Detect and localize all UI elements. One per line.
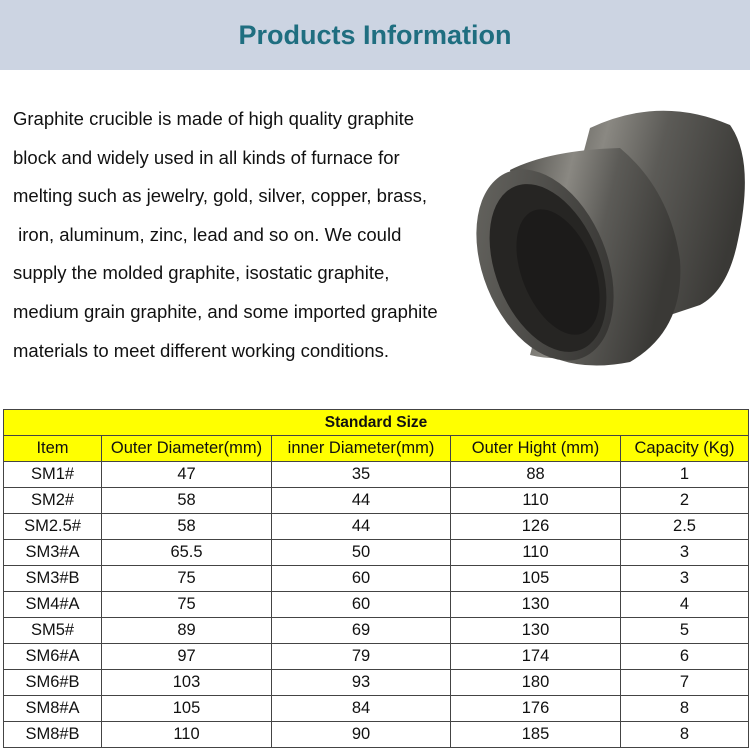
description-line: block and widely used in all kinds of fu… — [13, 146, 400, 168]
table-cell: 2 — [620, 487, 749, 514]
table-cell: 84 — [271, 695, 451, 722]
description-line: Graphite crucible is made of high qualit… — [13, 108, 415, 129]
table-cell: 103 — [101, 669, 272, 696]
description-line: materials to meet different working cond… — [13, 339, 390, 361]
description-line: melting such as jewelry, gold, silver, c… — [13, 185, 428, 207]
table-cell: 35 — [271, 461, 451, 488]
table-cell: 60 — [271, 591, 451, 618]
table-cell: SM8#A — [3, 695, 102, 722]
page-title: Products Information — [238, 19, 512, 50]
table-cell: 110 — [450, 539, 621, 566]
column-header: Item — [3, 435, 102, 462]
table-cell: 97 — [101, 643, 272, 670]
table-row: SM1# 47 35 88 1 — [3, 461, 749, 488]
table-cell: SM3#A — [3, 539, 102, 566]
column-header: Capacity (Kg) — [620, 435, 749, 462]
table-row: SM4#A 75 60 130 4 — [3, 591, 749, 618]
product-description: Graphite crucible is made of high qualit… — [13, 100, 483, 370]
table-cell: 1 — [620, 461, 749, 488]
table-cell: 3 — [620, 565, 749, 592]
table-cell: SM2.5# — [3, 513, 102, 540]
table-cell: 6 — [620, 643, 749, 670]
table-row: SM5# 89 69 130 5 — [3, 617, 749, 644]
table-cell: 58 — [101, 487, 272, 514]
table-row: SM8#B 110 90 185 8 — [3, 721, 749, 748]
table-row: SM8#A 105 84 176 8 — [3, 695, 749, 722]
table-cell: 60 — [271, 565, 451, 592]
table-cell: 4 — [620, 591, 749, 618]
table-cell: SM6#A — [3, 643, 102, 670]
table-cell: 58 — [101, 513, 272, 540]
table-cell: 88 — [450, 461, 621, 488]
table-cell: 3 — [620, 539, 749, 566]
table-cell: 180 — [450, 669, 621, 696]
table-cell: 130 — [450, 591, 621, 618]
table-cell: 105 — [450, 565, 621, 592]
table-cell: SM8#B — [3, 721, 102, 748]
table-cell: 89 — [101, 617, 272, 644]
table-cell: SM2# — [3, 487, 102, 514]
table-row: SM3#A 65.5 50 110 3 — [3, 539, 749, 566]
table-row: SM2# 58 44 110 2 — [3, 487, 749, 514]
table-cell: 8 — [620, 695, 749, 722]
table-cell: SM5# — [3, 617, 102, 644]
description-line: iron, aluminum, zinc, lead and so on. We… — [13, 223, 402, 245]
table-cell: 130 — [450, 617, 621, 644]
header-banner: Products Information — [0, 0, 750, 70]
table-row: SM2.5# 58 44 126 2.5 — [3, 513, 749, 540]
column-header: Outer Diameter(mm) — [101, 435, 272, 462]
table-cell: 90 — [271, 721, 451, 748]
table-cell: 50 — [271, 539, 451, 566]
table-cell: 65.5 — [101, 539, 272, 566]
description-line: medium grain graphite, and some imported… — [13, 300, 438, 322]
table-cell: 110 — [450, 487, 621, 514]
table-cell: 75 — [101, 565, 272, 592]
table-row: SM6#B 103 93 180 7 — [3, 669, 749, 696]
table-cell: 75 — [101, 591, 272, 618]
table-cell: 7 — [620, 669, 749, 696]
description-line: supply the molded graphite, isostatic gr… — [13, 262, 390, 284]
table-cell: SM6#B — [3, 669, 102, 696]
table-row: SM3#B 75 60 105 3 — [3, 565, 749, 592]
table-cell: 5 — [620, 617, 749, 644]
table-cell: SM4#A — [3, 591, 102, 618]
table-cell: 79 — [271, 643, 451, 670]
table-cell: SM1# — [3, 461, 102, 488]
table-cell: 44 — [271, 487, 451, 514]
graphite-crucible-image — [476, 110, 745, 366]
standard-size-table: Standard Size Item Outer Diameter(mm) in… — [3, 409, 749, 748]
table-cell: 185 — [450, 721, 621, 748]
table-cell: 8 — [620, 721, 749, 748]
column-header: inner Diameter(mm) — [271, 435, 451, 462]
table-header-row: Item Outer Diameter(mm) inner Diameter(m… — [3, 435, 749, 462]
table-cell: 69 — [271, 617, 451, 644]
table-cell: 105 — [101, 695, 272, 722]
table-cell: 126 — [450, 513, 621, 540]
table-cell: 47 — [101, 461, 272, 488]
table-cell: 110 — [101, 721, 272, 748]
table-cell: 93 — [271, 669, 451, 696]
column-header: Outer Hight (mm) — [450, 435, 621, 462]
table-title: Standard Size — [3, 409, 749, 436]
table-cell: SM3#B — [3, 565, 102, 592]
table-cell: 176 — [450, 695, 621, 722]
table-cell: 2.5 — [620, 513, 749, 540]
table-cell: 44 — [271, 513, 451, 540]
table-row: SM6#A 97 79 174 6 — [3, 643, 749, 670]
table-cell: 174 — [450, 643, 621, 670]
